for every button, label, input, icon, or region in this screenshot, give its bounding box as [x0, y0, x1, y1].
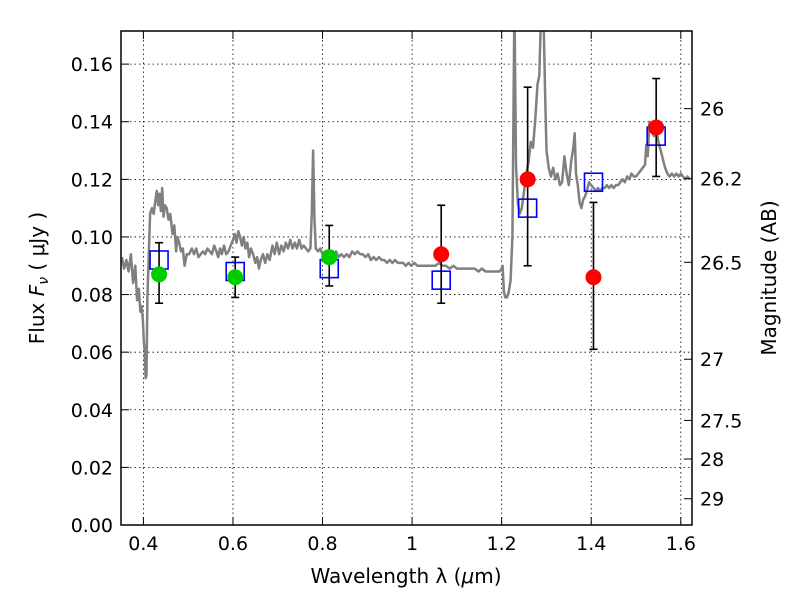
y-tick-label: 0.14	[71, 112, 113, 134]
x-tick-label: 0.4	[128, 533, 158, 555]
model-spectrum-line	[121, 31, 691, 380]
observed-flux-point	[648, 119, 665, 136]
y-tick-label: 0.08	[71, 285, 113, 307]
x-tick-label: 0.8	[307, 533, 337, 555]
y-tick-label: 0.00	[71, 515, 113, 537]
observed-flux-point	[519, 171, 536, 188]
y2-tick-label: 26	[700, 99, 724, 121]
y-tick-label: 0.04	[71, 400, 113, 422]
plot-background	[121, 31, 692, 525]
observed-flux-point	[151, 266, 168, 283]
observed-flux-point	[433, 246, 450, 263]
observed-flux-point	[227, 269, 244, 286]
x-tick-label: 1.2	[487, 533, 517, 555]
y-axis-label: Flux Fν ( μJy )	[25, 212, 52, 344]
y2-tick-label: 29	[700, 489, 724, 511]
y2-tick-label: 27	[700, 349, 724, 371]
x-tick-label: 1.6	[666, 533, 696, 555]
axis-ticks: 0.4 0.6 0.8 1 1.2 1.4 1.6 0.00 0.02 0.04 0.06 0.08 0…	[71, 31, 742, 555]
y-tick-label: 0.16	[71, 54, 113, 76]
y-tick-label: 0.12	[71, 169, 113, 191]
y-tick-label: 0.02	[71, 457, 113, 479]
x-axis-label: Wavelength λ (μm)	[310, 564, 501, 588]
y2-tick-label: 28	[700, 449, 724, 471]
secondary-y-axis-label: Magnitude (AB)	[757, 200, 781, 355]
y2-tick-label: 26.5	[700, 252, 742, 274]
y-tick-label: 0.10	[71, 227, 113, 249]
x-tick-label: 1	[406, 533, 418, 555]
y-tick-label: 0.06	[71, 342, 113, 364]
observed-flux-point	[321, 249, 338, 266]
x-tick-label: 1.4	[576, 533, 606, 555]
y2-tick-label: 26.2	[700, 169, 742, 191]
plot-area	[121, 31, 691, 380]
x-tick-label: 0.6	[218, 533, 248, 555]
plot-frame	[120, 30, 693, 526]
model-photometry-square	[583, 172, 604, 193]
y2-tick-label: 27.5	[700, 410, 742, 432]
observed-flux-point	[585, 269, 602, 286]
